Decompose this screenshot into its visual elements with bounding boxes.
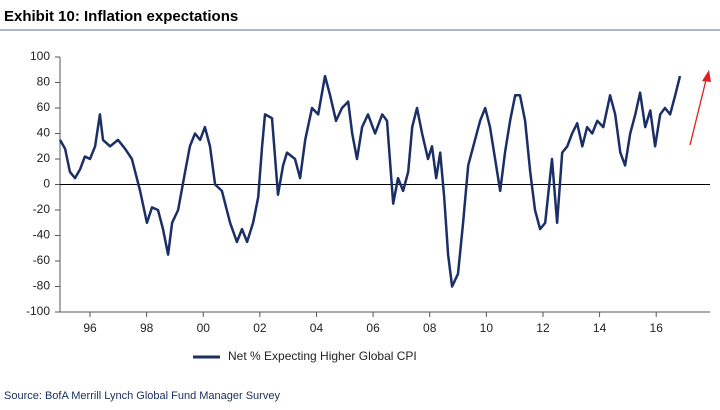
x-tick-label: 12 xyxy=(536,321,550,335)
x-tick-label: 00 xyxy=(197,321,211,335)
x-tick-label: 16 xyxy=(650,321,664,335)
y-tick-label: 80 xyxy=(37,75,51,89)
x-tick-label: 08 xyxy=(423,321,437,335)
x-tick-label: 04 xyxy=(310,321,324,335)
y-tick-label: -80 xyxy=(33,279,51,293)
arrow xyxy=(689,75,708,146)
x-tick-label: 96 xyxy=(83,321,97,335)
x-tick-label: 02 xyxy=(253,321,267,335)
arrow-head xyxy=(702,70,711,82)
y-tick-label: 20 xyxy=(37,151,51,165)
x-tick-label: 10 xyxy=(480,321,494,335)
source: Source: BofA Merrill Lynch Global Fund M… xyxy=(4,390,280,402)
y-tick-label: 100 xyxy=(30,49,50,63)
y-tick-label: 60 xyxy=(37,100,51,114)
y-tick-label: 40 xyxy=(37,126,51,140)
chart-title: Exhibit 10: Inflation expectations xyxy=(4,8,238,25)
legend-label: Net % Expecting Higher Global CPI xyxy=(228,349,417,363)
y-tick-label: -60 xyxy=(33,253,51,267)
y-tick-label: -20 xyxy=(33,202,51,216)
y-tick-label: -40 xyxy=(33,228,51,242)
y-tick-label: 0 xyxy=(43,177,50,191)
x-tick-label: 06 xyxy=(366,321,380,335)
series-line xyxy=(58,74,682,288)
y-tick-label: -100 xyxy=(26,304,50,318)
x-tick-label: 14 xyxy=(593,321,607,335)
x-tick-label: 98 xyxy=(140,321,154,335)
